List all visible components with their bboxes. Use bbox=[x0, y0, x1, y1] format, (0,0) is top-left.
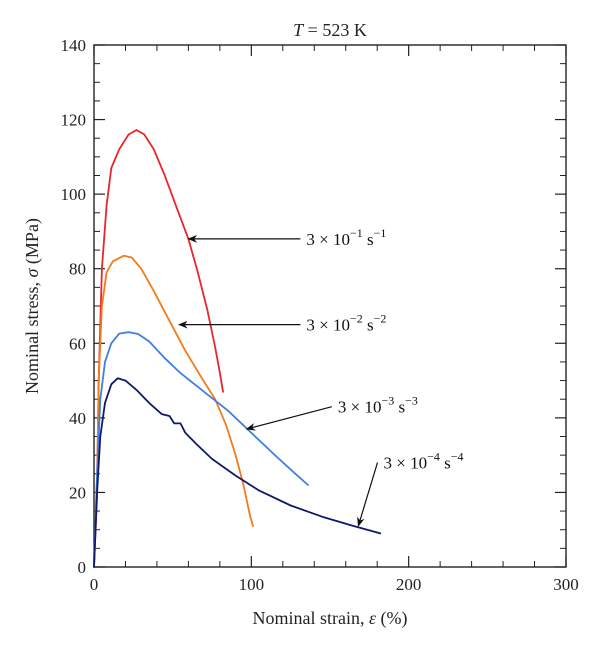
title-rest: = 523 K bbox=[303, 20, 367, 40]
axis-labels: 0 20 40 60 80 100 120 140 0 100 200 300 T = 523 K Nom… bbox=[22, 20, 579, 629]
series-line-1 bbox=[93, 129, 224, 568]
series-label-3: 3 × 10−3 s−3 bbox=[338, 394, 418, 417]
y-tick-label: 140 bbox=[61, 36, 87, 55]
data-series bbox=[93, 129, 382, 568]
y-tick-label: 100 bbox=[61, 185, 87, 204]
x-tick-label: 0 bbox=[90, 575, 99, 594]
chart-title: T = 523 K bbox=[293, 20, 367, 40]
axes bbox=[93, 44, 567, 568]
title-variable: T bbox=[293, 20, 305, 40]
series-line-3 bbox=[93, 331, 309, 568]
x-tick-label: 300 bbox=[553, 575, 579, 594]
series-label-1: 3 × 10−1 s−1 bbox=[306, 226, 386, 249]
series-line-2 bbox=[93, 254, 254, 568]
y-tick-label: 40 bbox=[69, 409, 86, 428]
series-label-4: 3 × 10−4 s−4 bbox=[383, 450, 463, 473]
x-axis-label: Nominal strain, ε (%) bbox=[252, 608, 407, 629]
y-tick-label: 120 bbox=[61, 111, 87, 130]
series-label-2: 3 × 10−2 s−2 bbox=[306, 312, 386, 335]
annotation-arrow-3 bbox=[245, 406, 333, 431]
x-tick-label: 200 bbox=[396, 575, 422, 594]
y-axis-label: Nominal stress, σ (MPa) bbox=[22, 218, 43, 394]
x-tick-label: 100 bbox=[239, 575, 265, 594]
annotation-arrow-4 bbox=[357, 462, 379, 527]
y-tick-label: 20 bbox=[69, 483, 86, 502]
series-line-4 bbox=[93, 377, 382, 568]
annotations: 3 × 10−1 s−1 3 × 10−2 s−2 3 × 10−3 s−3 3 × … bbox=[178, 226, 464, 527]
plot-frame bbox=[93, 44, 567, 568]
y-tick-label: 60 bbox=[69, 334, 86, 353]
y-tick-label: 0 bbox=[78, 558, 87, 577]
y-tick-label: 80 bbox=[69, 260, 86, 279]
